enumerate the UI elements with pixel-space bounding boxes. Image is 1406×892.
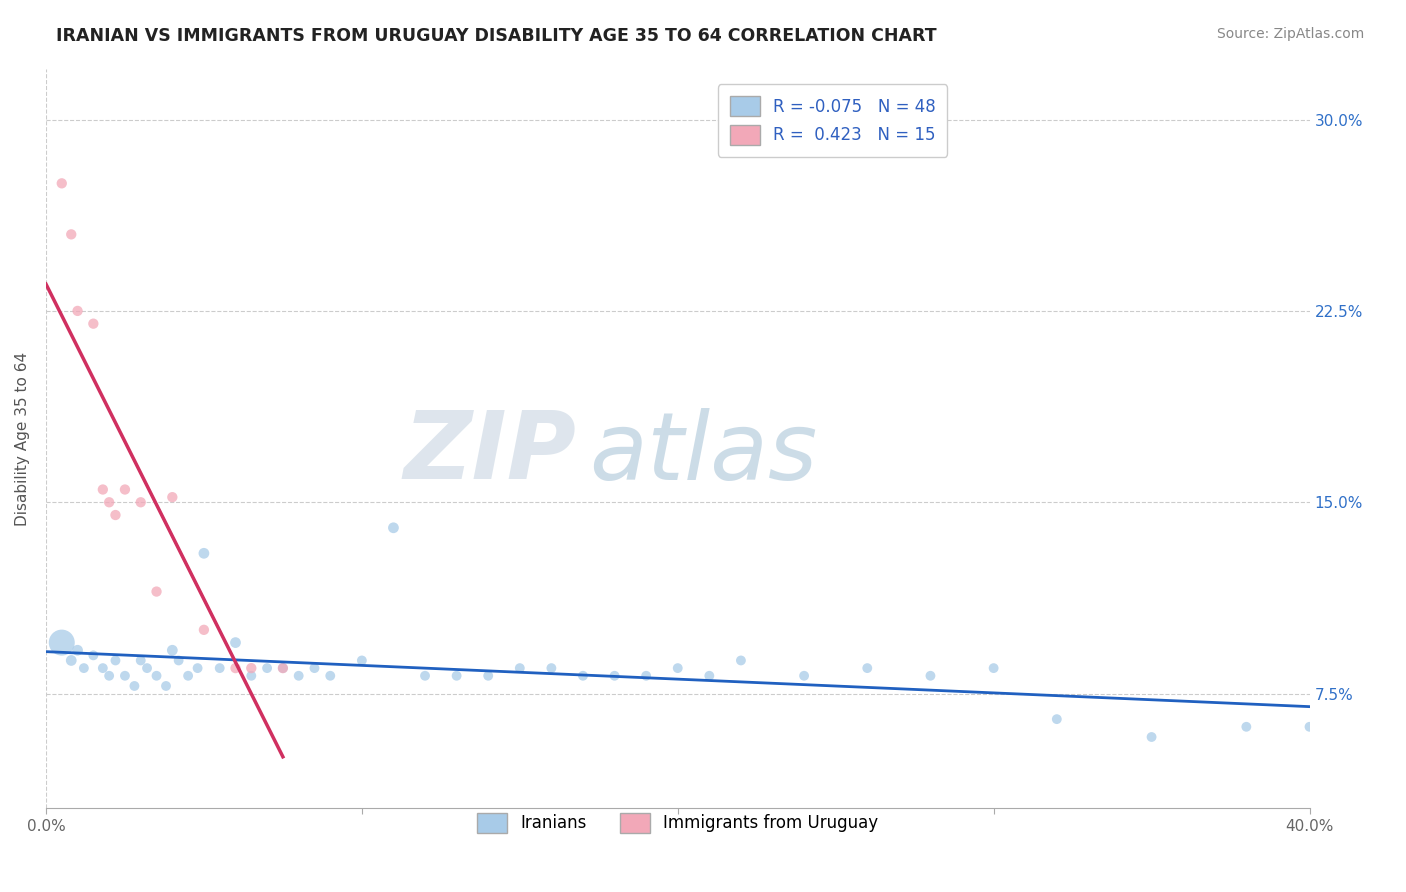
Point	[208, 661, 231, 675]
Point	[162, 643, 184, 657]
Point	[240, 669, 263, 683]
Point	[240, 661, 263, 675]
Point	[82, 648, 104, 663]
Point	[60, 653, 83, 667]
Point	[1298, 720, 1320, 734]
Point	[699, 669, 721, 683]
Point	[446, 669, 468, 683]
Point	[162, 490, 184, 504]
Point	[129, 653, 152, 667]
Point	[509, 661, 531, 675]
Point	[51, 177, 73, 191]
Point	[129, 495, 152, 509]
Point	[114, 669, 136, 683]
Y-axis label: Disability Age 35 to 64: Disability Age 35 to 64	[15, 351, 30, 525]
Point	[193, 546, 215, 560]
Point	[66, 304, 89, 318]
Point	[98, 669, 121, 683]
Point	[1140, 730, 1163, 744]
Point	[572, 669, 595, 683]
Point	[91, 483, 114, 497]
Point	[304, 661, 326, 675]
Point	[540, 661, 562, 675]
Point	[920, 669, 942, 683]
Point	[193, 623, 215, 637]
Point	[177, 669, 200, 683]
Point	[167, 653, 190, 667]
Point	[666, 661, 689, 675]
Point	[73, 661, 96, 675]
Point	[145, 584, 167, 599]
Point	[224, 661, 246, 675]
Point	[1234, 720, 1257, 734]
Point	[287, 669, 309, 683]
Point	[477, 669, 499, 683]
Point	[382, 521, 405, 535]
Text: ZIP: ZIP	[404, 408, 576, 500]
Text: atlas: atlas	[589, 408, 817, 499]
Text: IRANIAN VS IMMIGRANTS FROM URUGUAY DISABILITY AGE 35 TO 64 CORRELATION CHART: IRANIAN VS IMMIGRANTS FROM URUGUAY DISAB…	[56, 27, 936, 45]
Point	[256, 661, 278, 675]
Point	[413, 669, 436, 683]
Point	[66, 643, 89, 657]
Point	[60, 227, 83, 242]
Point	[136, 661, 159, 675]
Point	[603, 669, 626, 683]
Point	[983, 661, 1005, 675]
Text: Source: ZipAtlas.com: Source: ZipAtlas.com	[1216, 27, 1364, 41]
Point	[636, 669, 658, 683]
Point	[856, 661, 879, 675]
Point	[271, 661, 294, 675]
Point	[145, 669, 167, 683]
Point	[98, 495, 121, 509]
Point	[350, 653, 373, 667]
Point	[91, 661, 114, 675]
Point	[1046, 712, 1069, 726]
Point	[187, 661, 209, 675]
Point	[319, 669, 342, 683]
Point	[730, 653, 752, 667]
Point	[82, 317, 104, 331]
Point	[104, 653, 127, 667]
Point	[271, 661, 294, 675]
Point	[155, 679, 177, 693]
Point	[224, 635, 246, 649]
Point	[51, 635, 73, 649]
Point	[104, 508, 127, 522]
Legend: Iranians, Immigrants from Uruguay: Iranians, Immigrants from Uruguay	[465, 801, 890, 845]
Point	[793, 669, 815, 683]
Point	[124, 679, 146, 693]
Point	[114, 483, 136, 497]
